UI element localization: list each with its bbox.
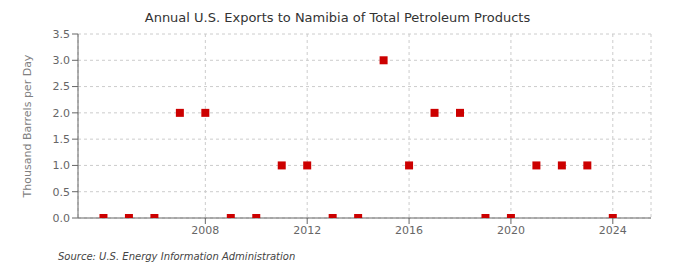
svg-text:3.0: 3.0 <box>53 54 71 67</box>
svg-text:2016: 2016 <box>395 224 423 237</box>
svg-text:3.5: 3.5 <box>53 28 71 41</box>
svg-text:2.0: 2.0 <box>53 107 71 120</box>
svg-text:2020: 2020 <box>497 224 525 237</box>
svg-text:Thousand Barrels per Day: Thousand Barrels per Day <box>21 54 34 198</box>
svg-text:1.5: 1.5 <box>53 133 71 146</box>
svg-text:2024: 2024 <box>599 224 627 237</box>
svg-text:2.5: 2.5 <box>53 80 71 93</box>
svg-text:2012: 2012 <box>293 224 321 237</box>
svg-text:0.0: 0.0 <box>53 212 71 225</box>
html-text:Source: U.S. Energy Informatio: Source: U.S. Energy Information Administ… <box>58 251 296 262</box>
svg-text:0.5: 0.5 <box>53 186 71 199</box>
svg-text:1.0: 1.0 <box>53 159 71 172</box>
html-text:Annual U.S. Exports to Namibia: Annual U.S. Exports to Namibia of Total … <box>144 10 531 25</box>
svg-text:2008: 2008 <box>191 224 219 237</box>
